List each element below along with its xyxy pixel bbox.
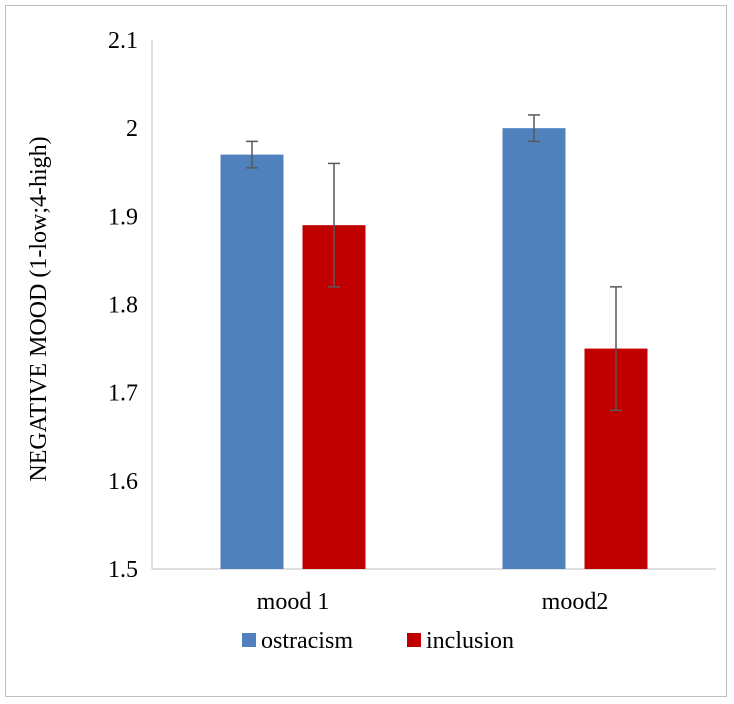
y-tick-label: 1.5	[108, 557, 138, 583]
x-tick-label: mood2	[542, 589, 609, 615]
y-tick-label: 1.6	[108, 469, 138, 495]
bar-ostracism	[502, 128, 566, 569]
y-axis-label: NEGATIVE MOOD (1-low;4-high)	[26, 136, 52, 481]
error-bars	[246, 114, 622, 412]
legend-label-ostracism: ostracism	[261, 628, 353, 654]
legend-label-inclusion: inclusion	[426, 628, 514, 654]
y-tick-label: 1.9	[108, 204, 138, 230]
legend-swatch-inclusion	[407, 633, 421, 647]
bar-ostracism	[220, 154, 284, 569]
bars	[220, 128, 648, 569]
y-tick-label: 2.1	[108, 28, 138, 54]
y-axis: 1.5 1.6 1.7 1.8 1.9 2 2.1	[108, 28, 153, 583]
legend-swatch-ostracism	[242, 633, 256, 647]
y-tick-label: 2	[126, 116, 138, 142]
legend: ostracism inclusion	[242, 628, 514, 654]
x-axis: mood 1 mood2	[152, 568, 716, 615]
y-tick-label: 1.8	[108, 293, 138, 319]
y-tick-label: 1.7	[108, 381, 138, 407]
x-tick-label: mood 1	[257, 589, 330, 615]
